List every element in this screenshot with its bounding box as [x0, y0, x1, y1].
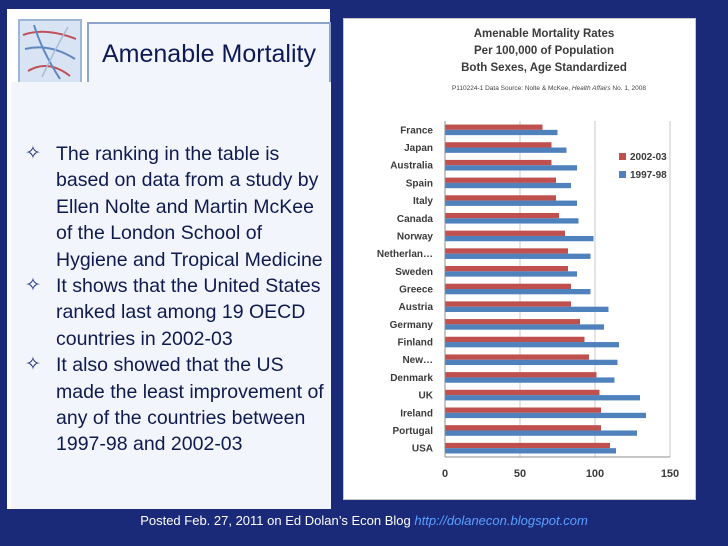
bullet-text: It shows that the United States ranked l… [56, 275, 321, 350]
bar-1997-98 [445, 235, 594, 242]
category-label: Canada [397, 214, 434, 225]
category-label: Austria [399, 302, 434, 313]
bullet-item: ✧ It also showed that the US made the le… [17, 352, 329, 458]
bar-2002-03 [445, 354, 589, 360]
category-label: Netherlan… [377, 249, 433, 260]
chart-title-line: Both Sexes, Age Standardized [461, 62, 627, 74]
category-label: France [400, 125, 433, 136]
sparkle-bullet-icon: ✧ [25, 354, 41, 376]
bar-1997-98 [445, 448, 616, 454]
bar-1997-98 [445, 200, 577, 206]
sparkle-bullet-icon: ✧ [25, 275, 41, 297]
blog-link[interactable]: http://dolanecon.blogspot.com [414, 513, 588, 528]
bar-1997-98 [445, 430, 637, 436]
category-label: UK [419, 391, 434, 402]
chart-source: P110224-1 Data Source: Nolte & McKee, He… [452, 85, 646, 92]
footer: Posted Feb. 27, 2011 on Ed Dolan’s Econ … [0, 513, 728, 528]
bar-1997-98 [445, 129, 558, 136]
footer-text: Posted Feb. 27, 2011 on Ed Dolan’s Econ … [140, 513, 411, 528]
category-label: Finland [397, 338, 433, 349]
chart-source-prefix: P110224-1 Data Source: Nolte & McKee, [452, 85, 572, 92]
bar-1997-98 [445, 165, 577, 171]
bar-2002-03 [445, 442, 610, 449]
category-label: Sweden [395, 267, 433, 278]
mortality-chart: Amenable Mortality Rates Per 100,000 of P… [377, 28, 679, 480]
bar-2002-03 [445, 266, 568, 272]
bar-2002-03 [445, 336, 585, 343]
bar-2002-03 [445, 177, 556, 183]
bar-2002-03 [445, 283, 571, 289]
bar-2002-03 [445, 407, 601, 413]
bar-1997-98 [445, 395, 640, 401]
bar-2002-03 [445, 319, 580, 325]
title-box: Amenable Mortality [87, 22, 331, 87]
x-tick-label: 100 [586, 468, 604, 480]
bar-1997-98 [445, 253, 591, 259]
bullet-text: It also showed that the US made the leas… [56, 354, 324, 456]
bar-1997-98 [445, 412, 646, 419]
chart-source-suffix: No. 1, 2008 [611, 85, 647, 92]
bullet-item: ✧ It shows that the United States ranked… [17, 273, 329, 352]
bar-2002-03 [445, 212, 559, 219]
category-label: Germany [390, 320, 434, 331]
bar-2002-03 [445, 372, 597, 378]
slide-title: Amenable Mortality [102, 40, 316, 68]
legend-swatch-1997-98 [619, 171, 626, 178]
bar-2002-03 [445, 389, 600, 396]
bar-2002-03 [445, 195, 556, 201]
bullet-list: ✧ The ranking in the table is based on d… [17, 141, 329, 458]
logo-graphic [22, 24, 77, 80]
category-label: Japan [404, 143, 433, 154]
bar-2002-03 [445, 142, 552, 148]
category-label: New… [402, 355, 433, 366]
bar-2002-03 [445, 248, 568, 254]
category-label: USA [412, 444, 433, 455]
bar-1997-98 [445, 359, 618, 366]
bar-2002-03 [445, 230, 565, 236]
bar-1997-98 [445, 182, 571, 189]
logo-image [18, 19, 82, 85]
bar-2002-03 [445, 425, 601, 431]
x-tick-label: 50 [514, 468, 526, 480]
chart-title-line: Per 100,000 of Population [474, 45, 614, 57]
category-label: Spain [406, 178, 433, 189]
chart-title-line: Amenable Mortality Rates [474, 28, 615, 40]
bar-1997-98 [445, 306, 609, 312]
bar-1997-98 [445, 342, 619, 348]
bar-2002-03 [445, 159, 552, 166]
x-tick-label: 0 [442, 468, 448, 480]
category-label: Ireland [400, 408, 433, 419]
bar-1997-98 [445, 218, 579, 224]
bar-1997-98 [445, 147, 567, 153]
bullet-item: ✧ The ranking in the table is based on d… [17, 141, 329, 273]
chart-source-journal: Health Affairs [572, 85, 612, 92]
category-label: Denmark [390, 373, 433, 384]
category-label: Portugal [392, 426, 433, 437]
legend-label: 2002-03 [630, 152, 667, 163]
bar-2002-03 [445, 301, 571, 307]
category-label: Italy [413, 196, 433, 207]
legend-label: 1997-98 [630, 170, 667, 181]
category-label: Australia [390, 161, 433, 172]
bar-1997-98 [445, 289, 591, 295]
text-panel: ✧ The ranking in the table is based on d… [11, 82, 331, 509]
bar-1997-98 [445, 324, 604, 330]
bullet-text: The ranking in the table is based on dat… [56, 143, 323, 271]
bar-1997-98 [445, 271, 577, 277]
chart-panel: Amenable Mortality Rates Per 100,000 of P… [343, 18, 696, 500]
category-label: Norway [397, 231, 434, 242]
category-label: Greece [399, 285, 433, 296]
sparkle-bullet-icon: ✧ [25, 143, 41, 164]
bar-2002-03 [445, 124, 543, 130]
x-tick-label: 150 [661, 468, 679, 480]
legend-swatch-2002-03 [619, 153, 626, 160]
bar-1997-98 [445, 377, 615, 383]
